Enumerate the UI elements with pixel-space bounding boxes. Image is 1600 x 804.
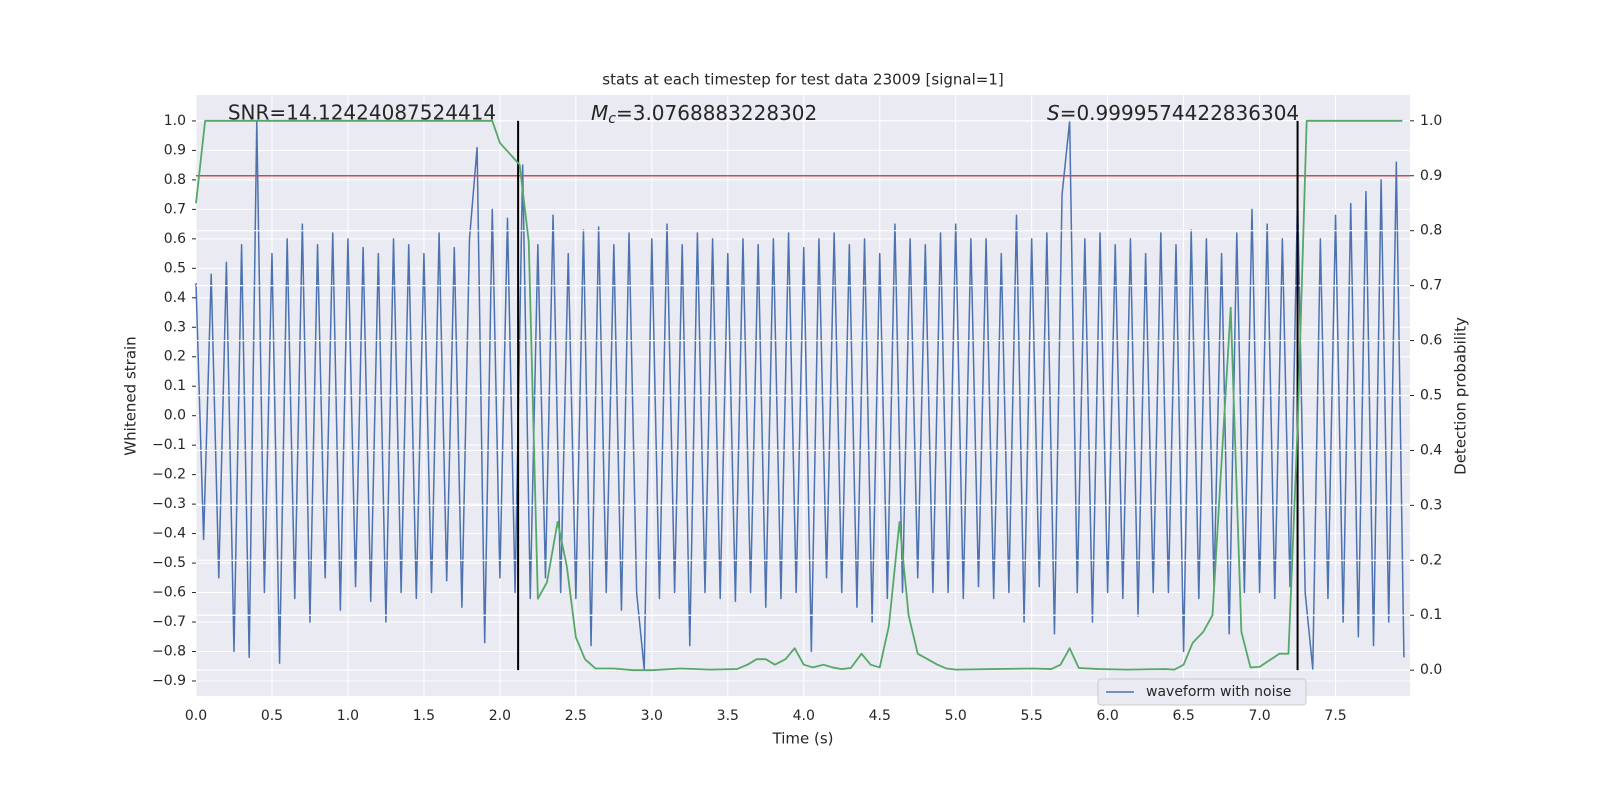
series-line (195, 119, 1403, 672)
x-tick-label: 0.5 (261, 708, 283, 724)
y-tick-label: −0.7 (152, 614, 186, 630)
y-tick-label: −0.6 (152, 585, 186, 601)
y2-tick-label: 0.7 (1420, 278, 1442, 294)
legend-box (1097, 678, 1307, 706)
y-tick-label: 0.2 (164, 349, 186, 365)
x-tick-label: 7.0 (1248, 708, 1270, 724)
x-tick-label: 2.0 (489, 708, 511, 724)
x-tick-label: 4.5 (869, 708, 891, 724)
y2-tick-label: 0.4 (1420, 442, 1442, 458)
x-tick-label: 2.5 (565, 708, 587, 724)
x-tick-label: 0.0 (185, 708, 207, 724)
y-tick-label: −0.4 (152, 526, 186, 542)
y2-tick-label: 0.5 (1420, 388, 1442, 404)
y-tick-label: 0.1 (164, 378, 186, 394)
x-tick-label: 5.0 (945, 708, 967, 724)
y-tick-label: 0.5 (164, 260, 186, 276)
marks-layer (195, 120, 1405, 670)
x-tick-label: 1.5 (413, 708, 435, 724)
y-tick-label: −0.2 (152, 467, 186, 483)
x-axis-label: Time (s) (772, 730, 834, 748)
y-tick-label: −0.8 (152, 643, 186, 659)
y-tick-label: 0.8 (164, 172, 186, 188)
overlay-layer (195, 119, 1410, 672)
x-tick-label: 4.0 (793, 708, 815, 724)
y-tick-label: 0.6 (164, 231, 186, 247)
x-tick-label: 5.5 (1021, 708, 1043, 724)
mc-annotation: Mc=3.0768883228302 (591, 101, 817, 128)
mc-symbol: M (591, 101, 608, 125)
y-tick-label: −0.9 (152, 673, 186, 689)
y-tick-label: 0.4 (164, 290, 186, 306)
mc-value: =3.0768883228302 (616, 101, 817, 125)
y2-tick-label: 0.3 (1420, 497, 1442, 513)
y-tick-label: 0.0 (164, 408, 186, 424)
y2-tick-label: 0.2 (1420, 552, 1442, 568)
s-symbol: S (1047, 101, 1060, 125)
y-tick-label: 0.3 (164, 319, 186, 335)
y2-tick-label: 0.0 (1420, 662, 1442, 678)
y-tick-label: 0.7 (164, 201, 186, 217)
y2-tick-label: 0.1 (1420, 607, 1442, 623)
legend-label: waveform with noise (1146, 684, 1291, 700)
y-tick-label: 1.0 (164, 113, 186, 129)
x-tick-label: 1.0 (337, 708, 359, 724)
y2-tick-label: 0.8 (1420, 223, 1442, 239)
y2-tick-label: 0.6 (1420, 333, 1442, 349)
x-tick-label: 7.5 (1324, 708, 1346, 724)
y-axis-label: Whitened strain (122, 336, 140, 455)
x-tick-label: 3.0 (641, 708, 663, 724)
s-annotation: S=0.9999574422836304 (1047, 101, 1299, 125)
chart-title: stats at each timestep for test data 230… (602, 71, 1003, 89)
snr-annotation: SNR=14.12424087524414 (228, 101, 496, 125)
y-tick-label: −0.3 (152, 496, 186, 512)
y2-axis-label: Detection probability (1452, 317, 1470, 475)
x-tick-label: 3.5 (717, 708, 739, 724)
mc-subscript: c (608, 111, 616, 127)
x-tick-label: 6.0 (1097, 708, 1119, 724)
y-tick-label: 0.9 (164, 142, 186, 158)
y2-tick-label: 0.9 (1420, 168, 1442, 184)
series-line (195, 120, 1405, 670)
s-value: =0.9999574422836304 (1060, 101, 1299, 125)
x-tick-label: 6.5 (1172, 708, 1194, 724)
y2-tick-label: 1.0 (1420, 113, 1442, 129)
y-tick-label: −0.1 (152, 437, 186, 453)
y-tick-label: −0.5 (152, 555, 186, 571)
